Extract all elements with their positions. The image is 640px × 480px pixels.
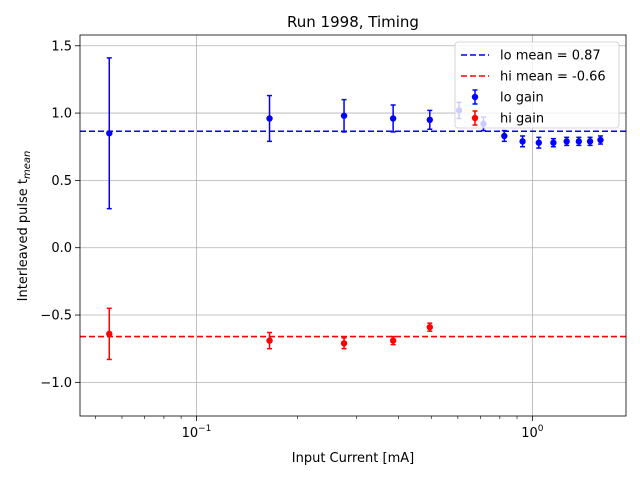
x-tick-label: 10−1 bbox=[182, 424, 212, 441]
y-tick-label: −1.0 bbox=[40, 376, 72, 391]
y-tick-label: 0.5 bbox=[51, 174, 72, 189]
data-point bbox=[563, 138, 570, 145]
data-point bbox=[586, 138, 594, 145]
data-point bbox=[597, 136, 604, 144]
y-axis-label-sub: mean bbox=[22, 151, 33, 179]
data-point bbox=[106, 330, 113, 338]
data-point bbox=[340, 112, 348, 119]
y-axis-label-main: Interleaved pulse t bbox=[16, 179, 31, 301]
data-point bbox=[519, 138, 526, 145]
x-axis-label: Input Current [mA] bbox=[292, 451, 414, 466]
y-axis-label: Interleaved pulse tmean bbox=[16, 151, 33, 302]
x-tick-label: 100 bbox=[521, 424, 544, 441]
x-axis: 10−1 100 bbox=[95, 416, 544, 441]
legend-label: hi gain bbox=[500, 112, 544, 127]
legend-label: lo gain bbox=[500, 91, 544, 106]
data-point bbox=[550, 139, 557, 146]
data-point bbox=[340, 340, 348, 347]
data-point bbox=[426, 116, 433, 124]
legend-marker-swatch bbox=[471, 114, 479, 122]
legend-label: lo mean = 0.87 bbox=[500, 49, 601, 64]
legend-box bbox=[454, 41, 620, 129]
y-tick-label: 1.0 bbox=[51, 107, 72, 122]
data-point bbox=[426, 323, 433, 331]
data-point bbox=[266, 337, 273, 344]
data-point bbox=[389, 337, 397, 344]
legend-label: hi mean = -0.66 bbox=[500, 70, 606, 85]
data-point bbox=[501, 132, 508, 140]
data-point bbox=[575, 138, 583, 145]
data-point bbox=[266, 115, 273, 122]
legend-marker-swatch bbox=[471, 93, 479, 101]
legend: lo mean = 0.87 hi mean = -0.66 lo gain hi g… bbox=[454, 41, 620, 129]
y-axis: 1.5 1.0 0.5 0.0 −0.5 −1.0 bbox=[40, 39, 80, 391]
chart-title: Run 1998, Timing bbox=[287, 13, 419, 31]
y-tick-label: −0.5 bbox=[40, 309, 72, 324]
data-point bbox=[106, 130, 113, 137]
y-tick-label: 1.5 bbox=[51, 39, 72, 54]
plot-frame bbox=[79, 34, 627, 417]
y-tick-label: 0.0 bbox=[51, 241, 72, 256]
data-point bbox=[535, 139, 542, 146]
data-point bbox=[389, 115, 397, 122]
mean-lines bbox=[80, 130, 626, 338]
